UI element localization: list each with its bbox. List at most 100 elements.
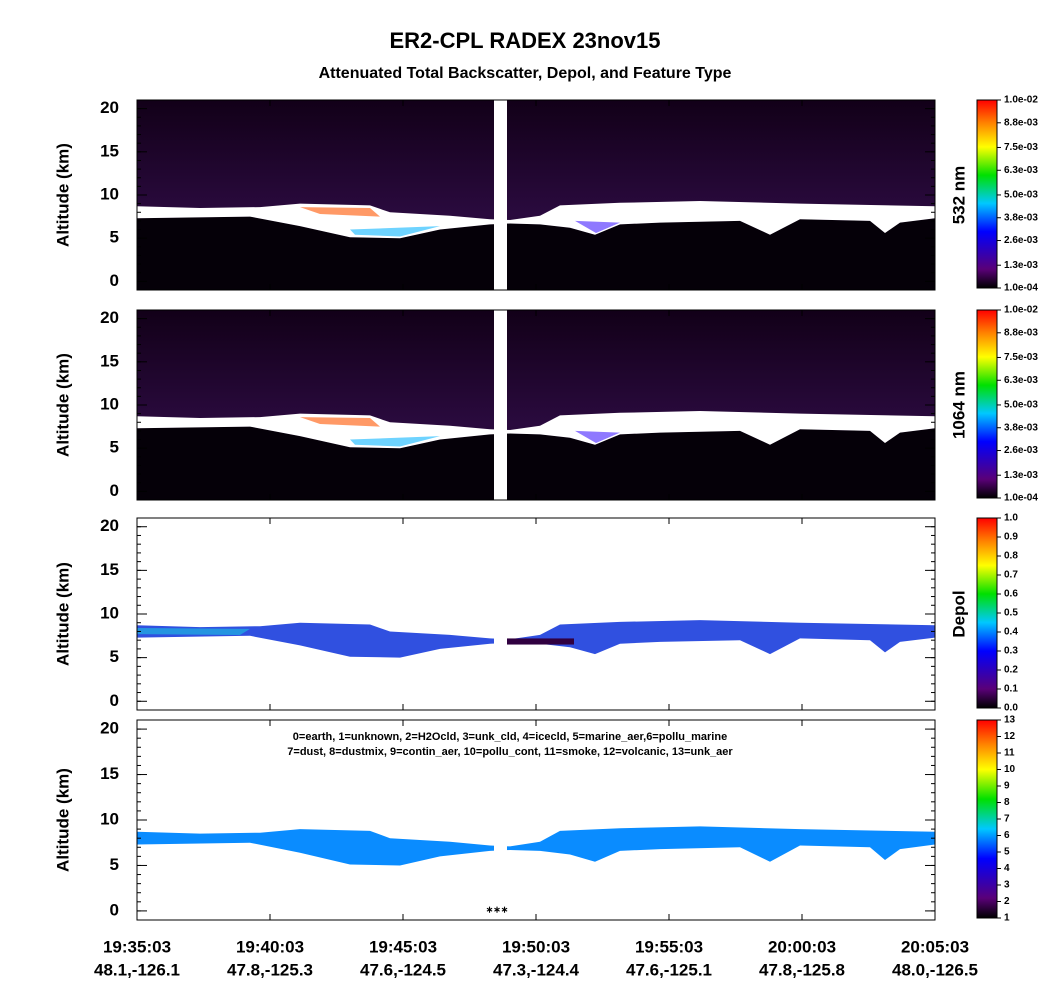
colorbar-tick-label: 5.0e-03 bbox=[1004, 400, 1038, 411]
x-tick-sublabel: 47.8,-125.3 bbox=[227, 960, 313, 979]
below-cloud bbox=[137, 426, 935, 500]
marker: ∗∗∗ bbox=[486, 904, 509, 914]
cloud-core bbox=[300, 207, 380, 217]
depol-high bbox=[137, 627, 250, 635]
y-tick-label: 20 bbox=[100, 516, 119, 535]
colorbar-tick-label: 9 bbox=[1004, 781, 1010, 792]
y-axis-label: Altitude (km) bbox=[53, 768, 72, 872]
y-tick-label: 15 bbox=[100, 351, 119, 370]
y-tick-label: 5 bbox=[110, 855, 119, 874]
x-tick-label: 19:45:03 bbox=[369, 937, 437, 956]
title: ER2-CPL RADEX 23nov15 bbox=[389, 28, 660, 53]
cloud-base bbox=[350, 226, 440, 237]
data-gap bbox=[494, 100, 507, 290]
colorbar-tick-label: 7.5e-03 bbox=[1004, 142, 1038, 153]
x-tick-sublabel: 48.0,-126.5 bbox=[892, 960, 978, 979]
colorbar-tick-label: 2.6e-03 bbox=[1004, 235, 1038, 246]
y-axis-label: Altitude (km) bbox=[53, 353, 72, 457]
cloud-base bbox=[575, 430, 620, 443]
colorbar-tick-label: 0.5 bbox=[1004, 608, 1018, 619]
colorbar-tick-label: 1.0 bbox=[1004, 513, 1018, 524]
x-tick-sublabel: 47.6,-124.5 bbox=[360, 960, 446, 979]
x-tick-label: 19:55:03 bbox=[635, 937, 703, 956]
x-tick-sublabel: 47.3,-124.4 bbox=[493, 960, 580, 979]
x-tick-label: 19:35:03 bbox=[103, 937, 171, 956]
colorbar-tick-label: 1.0e-02 bbox=[1004, 305, 1038, 316]
colorbar-tick-label: 11 bbox=[1004, 748, 1015, 759]
colorbar-tick-label: 2.6e-03 bbox=[1004, 445, 1038, 456]
colorbar-label: Depol bbox=[949, 590, 968, 637]
colorbar-tick-label: 0.9 bbox=[1004, 532, 1018, 543]
colorbar-tick-label: 10 bbox=[1004, 764, 1016, 775]
data-gap bbox=[494, 720, 507, 920]
legend-text: 0=earth, 1=unknown, 2=H2Ocld, 3=unk_cld,… bbox=[293, 731, 727, 743]
x-tick-label: 19:50:03 bbox=[502, 937, 570, 956]
colorbar-label: 532 nm bbox=[949, 166, 968, 225]
data-gap bbox=[494, 310, 507, 500]
y-tick-label: 10 bbox=[100, 603, 119, 622]
colorbar bbox=[976, 719, 998, 919]
y-tick-label: 10 bbox=[100, 184, 119, 203]
legend-text: 7=dust, 8=dustmix, 9=contin_aer, 10=poll… bbox=[287, 746, 733, 758]
colorbar-tick-label: 3.8e-03 bbox=[1004, 212, 1038, 223]
colorbar bbox=[976, 517, 998, 709]
colorbar-tick-label: 1.0e-04 bbox=[1004, 283, 1038, 294]
y-tick-label: 5 bbox=[110, 228, 119, 247]
colorbar-tick-label: 0.0 bbox=[1004, 703, 1018, 714]
colorbar-tick-label: 3 bbox=[1004, 880, 1010, 891]
colorbar-tick-label: 12 bbox=[1004, 731, 1016, 742]
y-tick-label: 15 bbox=[100, 560, 119, 579]
colorbar-tick-label: 5.0e-03 bbox=[1004, 190, 1038, 201]
colorbar-tick-label: 0.1 bbox=[1004, 684, 1018, 695]
colorbar-label: 1064 nm bbox=[949, 371, 968, 439]
y-tick-label: 20 bbox=[100, 308, 119, 327]
y-tick-label: 10 bbox=[100, 809, 119, 828]
y-tick-label: 5 bbox=[110, 438, 119, 457]
colorbar-tick-label: 0.4 bbox=[1004, 627, 1018, 638]
colorbar-tick-label: 0.7 bbox=[1004, 570, 1018, 581]
colorbar-tick-label: 2 bbox=[1004, 896, 1010, 907]
colorbar-tick-label: 0.8 bbox=[1004, 551, 1018, 562]
colorbar-tick-label: 7.5e-03 bbox=[1004, 352, 1038, 363]
feature-field bbox=[137, 826, 935, 866]
plot-frame bbox=[136, 517, 936, 711]
y-tick-label: 0 bbox=[110, 691, 119, 710]
x-tick-label: 20:05:03 bbox=[901, 937, 969, 956]
colorbar-tick-label: 5 bbox=[1004, 847, 1010, 858]
colorbar bbox=[976, 309, 998, 499]
x-tick-label: 19:40:03 bbox=[236, 937, 304, 956]
y-tick-label: 0 bbox=[110, 900, 119, 919]
x-tick-label: 20:00:03 bbox=[768, 937, 836, 956]
colorbar-tick-label: 13 bbox=[1004, 715, 1016, 726]
x-tick-sublabel: 47.6,-125.1 bbox=[626, 960, 712, 979]
y-tick-label: 15 bbox=[100, 764, 119, 783]
y-tick-label: 0 bbox=[110, 481, 119, 500]
colorbar-tick-label: 8.8e-03 bbox=[1004, 327, 1038, 338]
y-axis-label: Altitude (km) bbox=[53, 143, 72, 247]
y-axis-label: Altitude (km) bbox=[53, 562, 72, 666]
colorbar-tick-label: 0.6 bbox=[1004, 589, 1018, 600]
y-tick-label: 15 bbox=[100, 141, 119, 160]
y-tick-label: 10 bbox=[100, 394, 119, 413]
colorbar-tick-label: 0.2 bbox=[1004, 665, 1018, 676]
colorbar bbox=[976, 99, 998, 289]
colorbar-tick-label: 1.3e-03 bbox=[1004, 470, 1038, 481]
colorbar-tick-label: 8.8e-03 bbox=[1004, 117, 1038, 128]
colorbar-tick-label: 3.8e-03 bbox=[1004, 422, 1038, 433]
cloud-base bbox=[350, 436, 440, 447]
depol-low bbox=[494, 638, 574, 645]
colorbar-tick-label: 6.3e-03 bbox=[1004, 375, 1038, 386]
y-tick-label: 0 bbox=[110, 271, 119, 290]
colorbar-tick-label: 1.0e-02 bbox=[1004, 95, 1038, 106]
cloud-core bbox=[300, 417, 380, 427]
colorbar-tick-label: 1 bbox=[1004, 913, 1010, 924]
colorbar-tick-label: 1.3e-03 bbox=[1004, 260, 1038, 271]
colorbar-tick-label: 7 bbox=[1004, 814, 1010, 825]
cloud-base bbox=[575, 220, 620, 233]
colorbar-tick-label: 4 bbox=[1004, 863, 1010, 874]
y-tick-label: 20 bbox=[100, 719, 119, 738]
data-gap bbox=[494, 518, 507, 710]
x-tick-sublabel: 47.8,-125.8 bbox=[759, 960, 845, 979]
below-cloud bbox=[137, 216, 935, 290]
